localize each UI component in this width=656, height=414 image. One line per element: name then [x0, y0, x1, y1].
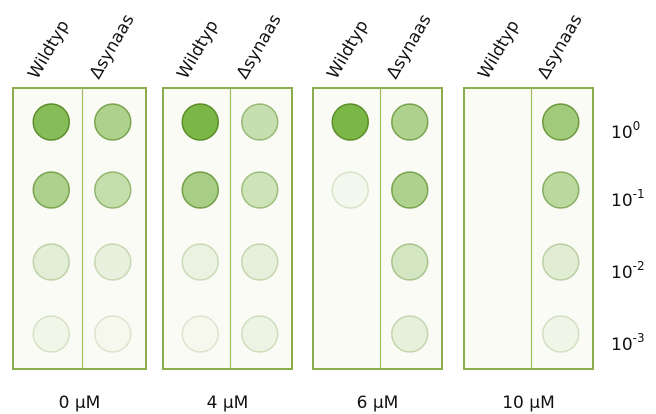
- dilution-label: 10-2: [611, 259, 645, 283]
- column-label: Wildtyp: [323, 17, 372, 83]
- column-label: Δsynaas: [233, 11, 286, 83]
- column-label: Δsynaas: [534, 11, 587, 83]
- spot: [332, 172, 368, 208]
- figure: WildtypΔsynaas0 µMWildtypΔsynaas4 µMWild…: [0, 0, 656, 414]
- spot: [33, 172, 69, 208]
- spot: [95, 104, 131, 140]
- spot: [95, 316, 131, 352]
- concentration-label: 0 µM: [59, 393, 101, 413]
- spot: [242, 104, 278, 140]
- concentration-label: 4 µM: [207, 393, 249, 413]
- dilution-label: 10-3: [611, 331, 645, 355]
- dilution-label: 10-1: [611, 187, 645, 211]
- dilution-exponent: 0: [633, 119, 641, 133]
- dilution-base: 10: [611, 123, 633, 143]
- spot: [182, 316, 218, 352]
- spot: [33, 316, 69, 352]
- spot: [392, 244, 428, 280]
- dilution-exponent: -3: [633, 331, 645, 345]
- spot: [392, 104, 428, 140]
- dilution-base: 10: [611, 191, 633, 211]
- spot: [543, 172, 579, 208]
- column-label: Wildtyp: [24, 17, 73, 83]
- spot: [182, 172, 218, 208]
- dilution-label: 100: [611, 119, 640, 143]
- spot: [95, 244, 131, 280]
- concentration-label: 10 µM: [502, 393, 555, 413]
- dilution-base: 10: [611, 335, 633, 355]
- spot: [242, 316, 278, 352]
- dilution-exponent: -2: [633, 259, 645, 273]
- dilution-base: 10: [611, 263, 633, 283]
- column-label: Δsynaas: [86, 11, 139, 83]
- concentration-label: 6 µM: [357, 393, 399, 413]
- spot: [543, 244, 579, 280]
- spot: [242, 244, 278, 280]
- spot: [182, 244, 218, 280]
- column-label: Wildtyp: [173, 17, 222, 83]
- spot: [242, 172, 278, 208]
- spot: [392, 172, 428, 208]
- spot: [392, 316, 428, 352]
- spot: [543, 104, 579, 140]
- column-label: Δsynaas: [383, 11, 436, 83]
- spot: [182, 104, 218, 140]
- dilution-exponent: -1: [633, 187, 645, 201]
- spot: [332, 104, 368, 140]
- column-label: Wildtyp: [474, 17, 523, 83]
- spot: [33, 104, 69, 140]
- spot: [95, 172, 131, 208]
- spot: [33, 244, 69, 280]
- spot: [543, 316, 579, 352]
